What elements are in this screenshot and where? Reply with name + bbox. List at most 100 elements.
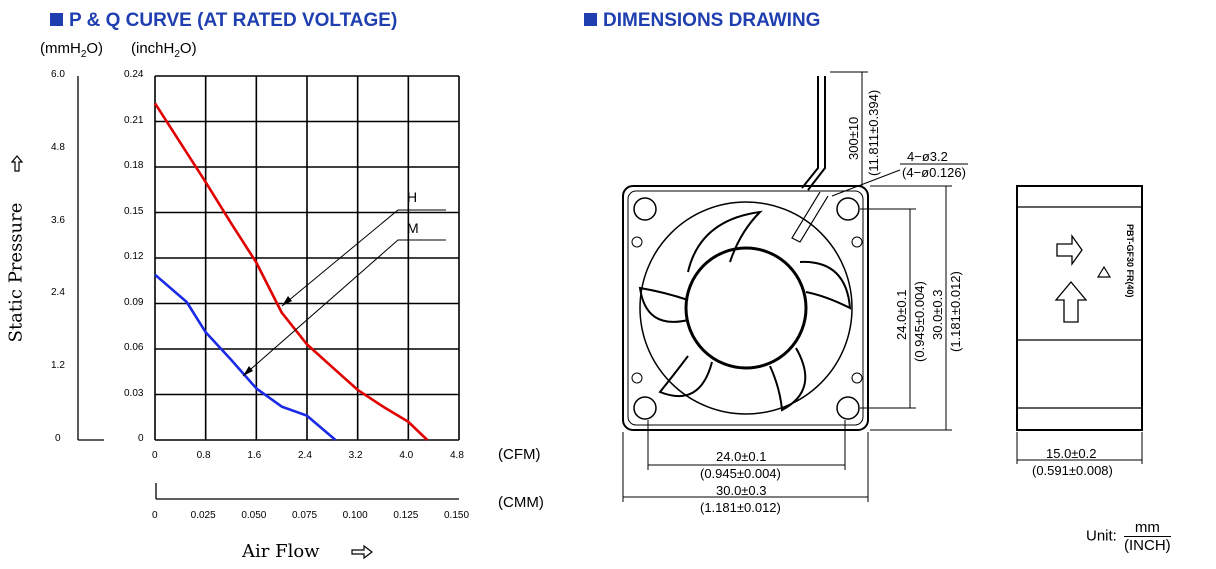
blade-2	[799, 260, 852, 310]
unit-fraction: mm (INCH)	[1124, 519, 1171, 554]
vpitch-label: 24.0±0.1	[894, 289, 909, 340]
chart-grid	[154, 75, 460, 441]
mm-unit-label: (mmH2O)	[40, 40, 103, 60]
thickness-inch-label: (0.591±0.008)	[1032, 463, 1113, 478]
airflow-direction-arrow-icon	[1056, 233, 1083, 267]
mount-hole-br	[836, 396, 860, 420]
dimensions-title: DIMENSIONS DRAWING	[584, 10, 820, 32]
y-mm-tick-label: 6.0	[51, 69, 65, 80]
fan-front-view	[622, 71, 968, 502]
blade-3	[769, 347, 807, 412]
vsize-inch-label: (1.181±0.012)	[948, 271, 963, 352]
pq-curve-title-text: P & Q CURVE (AT RATED VOLTAGE)	[69, 10, 398, 31]
cfm-unit-label: (CFM)	[498, 446, 541, 463]
hole-dia-label: 4−ø3.2	[907, 149, 948, 164]
blade-4	[658, 355, 713, 398]
lead-length-inch-label: (11.811±0.394)	[866, 90, 881, 176]
material-label: PBT-GF30 FR(40)	[1125, 224, 1135, 298]
mount-hole-tr	[836, 197, 860, 221]
series-line-m	[154, 273, 337, 441]
mm-unit-b: O)	[86, 40, 104, 57]
thickness-label: 15.0±0.2	[1046, 446, 1097, 461]
fan-bore	[639, 201, 853, 415]
x-tick-label: 4.0	[399, 450, 414, 461]
chart-series	[153, 102, 429, 441]
m-leader-arrow	[243, 366, 253, 376]
rotation-direction-arrow-icon	[1054, 280, 1088, 323]
y-inch-tick-label: 0.15	[124, 205, 144, 217]
fan-side-view	[1016, 185, 1143, 464]
hpitch-inch-label: (0.945±0.004)	[700, 466, 781, 481]
h-leader-arrow	[282, 296, 292, 306]
small-hole-3	[631, 372, 643, 384]
y-mm-tick-label: 3.6	[51, 214, 65, 226]
y-inch-tick-label: 0.09	[124, 296, 144, 308]
series-line-h	[153, 102, 429, 441]
hpitch-label: 24.0±0.1	[716, 449, 767, 464]
pq-curve-title: P & Q CURVE (AT RATED VOLTAGE)	[50, 10, 397, 32]
mount-hole-tl	[633, 197, 657, 221]
x2-tick-label: 0.150	[444, 510, 470, 521]
x-tick-label: 4.8	[450, 450, 464, 461]
lead-wire-b	[807, 76, 826, 191]
inch-unit-sub: 2	[174, 49, 180, 60]
y-mm-tick-label: 2.4	[51, 287, 65, 299]
cmm-unit-label: (CMM)	[498, 494, 544, 511]
mount-hole-bl	[633, 396, 657, 420]
y-mm-tick-label: 1.2	[51, 360, 65, 372]
x-tick-label: 0.8	[196, 450, 211, 461]
x2-tick-label: 0.125	[393, 510, 419, 521]
blade-5	[638, 286, 689, 323]
x2-tick-label: 0	[152, 510, 158, 521]
ylabel: Static Pressure	[5, 202, 27, 343]
x2-tick-label: 0.025	[190, 510, 216, 521]
recycle-icon	[1096, 265, 1112, 278]
unit-label: Unit: mm (INCH)	[1086, 519, 1171, 554]
inch-unit-b: O)	[179, 40, 197, 57]
x2-tick-label: 0.075	[292, 510, 318, 521]
series-m-label: M	[407, 220, 419, 236]
x2-tick-label: 0.100	[342, 510, 368, 521]
unit-numerator: mm	[1124, 519, 1171, 537]
h-leader-line	[281, 209, 446, 307]
fan-frame-inner	[627, 190, 864, 426]
fan-frame-outline	[622, 185, 869, 431]
x-tick-label: 0	[152, 450, 158, 461]
y-inch-tick-label: 0.03	[124, 387, 144, 399]
unit-denominator: (INCH)	[1124, 537, 1171, 554]
small-hole-2	[851, 236, 863, 248]
y-mm-tick-label: 4.8	[51, 141, 65, 153]
hsize-label: 30.0±0.3	[716, 483, 767, 498]
y-inch-tick-label: 0.12	[124, 251, 144, 262]
y-inch-tick-label: 0.06	[124, 342, 144, 353]
mm-unit-sub: 2	[80, 49, 87, 60]
title-bullet-icon	[584, 13, 597, 26]
x-tick-label: 3.2	[348, 450, 363, 461]
m-leader-line	[242, 239, 446, 377]
title-bullet-icon	[50, 13, 63, 26]
small-hole-4	[851, 372, 863, 384]
small-hole-1	[631, 236, 643, 248]
dimensions-title-text: DIMENSIONS DRAWING	[603, 10, 821, 31]
dim-hole-leader	[831, 169, 901, 197]
mm-unit-a: (mmH	[40, 40, 81, 57]
y-inch-tick-label: 0.21	[124, 114, 144, 126]
blade-1	[687, 210, 763, 273]
vpitch-inch-label: (0.945±0.004)	[912, 281, 927, 362]
lead-length-label: 300±10	[846, 117, 861, 160]
inch-unit-label: (inchH2O)	[131, 40, 197, 60]
x-tick-label: 2.4	[298, 450, 312, 461]
lead-wire-path	[791, 191, 829, 243]
unit-prefix: Unit:	[1086, 527, 1117, 545]
y-inch-tick-label: 0	[138, 433, 144, 444]
vsize-label: 30.0±0.3	[930, 289, 945, 340]
x2-tick-label: 0.050	[241, 510, 267, 521]
xlabel: Air Flow	[242, 541, 320, 562]
x-tick-label: 1.6	[247, 450, 262, 461]
lead-wire-a	[801, 76, 819, 189]
side-outline	[1016, 185, 1143, 431]
airflow-right-arrow-icon	[351, 544, 373, 560]
y-inch-tick-label: 0.24	[124, 69, 144, 80]
pressure-up-arrow-icon	[10, 155, 24, 172]
